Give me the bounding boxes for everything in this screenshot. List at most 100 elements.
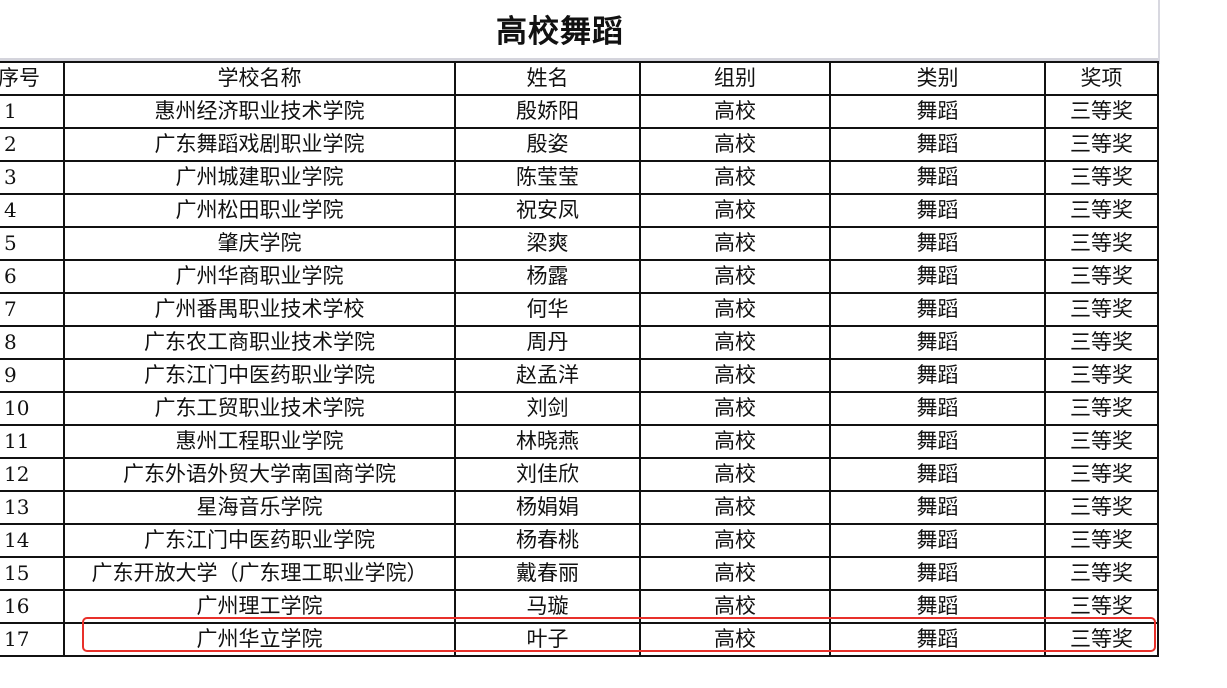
table-header: 序号 学校名称 姓名 组别 类别 奖项 [0,61,1159,96]
award: 三等奖 [1044,160,1159,195]
header-group: 组别 [639,61,831,96]
award: 三等奖 [1044,193,1159,228]
category: 舞蹈 [829,358,1046,393]
group: 高校 [639,259,831,294]
row-index: 17 [0,622,65,657]
header-school: 学校名称 [63,61,456,96]
page-title: 高校舞蹈 [496,14,624,50]
highlight-box [82,617,1156,652]
student-name: 殷娇阳 [454,94,641,129]
row-index: 5 [0,226,65,261]
category: 舞蹈 [829,457,1046,492]
header-name: 姓名 [454,61,641,96]
category: 舞蹈 [829,193,1046,228]
group: 高校 [639,226,831,261]
table-row: 7 广州番禺职业技术学校 何华 高校 舞蹈 三等奖 [0,292,1159,327]
row-index: 3 [0,160,65,195]
group: 高校 [639,391,831,426]
school-name: 肇庆学院 [63,226,456,261]
row-index: 16 [0,589,65,624]
table-row: 1 惠州经济职业技术学院 殷娇阳 高校 舞蹈 三等奖 [0,94,1159,129]
student-name: 杨娟娟 [454,490,641,525]
group: 高校 [639,457,831,492]
student-name: 杨春桃 [454,523,641,558]
group: 高校 [639,358,831,393]
student-name: 林晓燕 [454,424,641,459]
row-index: 6 [0,259,65,294]
award: 三等奖 [1044,325,1159,360]
header-award: 奖项 [1044,61,1159,96]
student-name: 刘剑 [454,391,641,426]
group: 高校 [639,523,831,558]
category: 舞蹈 [829,160,1046,195]
row-index: 15 [0,556,65,591]
table-row: 5 肇庆学院 梁爽 高校 舞蹈 三等奖 [0,226,1159,261]
table-row: 6 广州华商职业学院 杨露 高校 舞蹈 三等奖 [0,259,1159,294]
award: 三等奖 [1044,391,1159,426]
student-name: 祝安凤 [454,193,641,228]
student-name: 赵孟洋 [454,358,641,393]
category: 舞蹈 [829,325,1046,360]
school-name: 广州番禺职业技术学校 [63,292,456,327]
school-name: 广东江门中医药职业学院 [63,523,456,558]
row-index: 4 [0,193,65,228]
row-index: 13 [0,490,65,525]
school-name: 广州华商职业学院 [63,259,456,294]
row-index: 14 [0,523,65,558]
group: 高校 [639,193,831,228]
award: 三等奖 [1044,292,1159,327]
table-row: 8 广东农工商职业技术学院 周丹 高校 舞蹈 三等奖 [0,325,1159,360]
award: 三等奖 [1044,523,1159,558]
group: 高校 [639,127,831,162]
award: 三等奖 [1044,358,1159,393]
student-name: 殷姿 [454,127,641,162]
student-name: 杨露 [454,259,641,294]
school-name: 广东开放大学（广东理工职业学院） [63,556,456,591]
student-name: 陈莹莹 [454,160,641,195]
header-index: 序号 [0,61,65,96]
page-edge [1158,0,1160,64]
table-row: 12 广东外语外贸大学南国商学院 刘佳欣 高校 舞蹈 三等奖 [0,457,1159,492]
header-category: 类别 [829,61,1046,96]
award: 三等奖 [1044,457,1159,492]
school-name: 广东农工商职业技术学院 [63,325,456,360]
table-row: 9 广东江门中医药职业学院 赵孟洋 高校 舞蹈 三等奖 [0,358,1159,393]
category: 舞蹈 [829,226,1046,261]
award: 三等奖 [1044,424,1159,459]
row-index: 2 [0,127,65,162]
student-name: 周丹 [454,325,641,360]
table-row: 10 广东工贸职业技术学院 刘剑 高校 舞蹈 三等奖 [0,391,1159,426]
category: 舞蹈 [829,424,1046,459]
table-row: 2 广东舞蹈戏剧职业学院 殷姿 高校 舞蹈 三等奖 [0,127,1159,162]
table-row: 15 广东开放大学（广东理工职业学院） 戴春丽 高校 舞蹈 三等奖 [0,556,1159,591]
group: 高校 [639,490,831,525]
category: 舞蹈 [829,94,1046,129]
row-index: 12 [0,457,65,492]
group: 高校 [639,160,831,195]
category: 舞蹈 [829,127,1046,162]
award: 三等奖 [1044,127,1159,162]
table-row: 11 惠州工程职业学院 林晓燕 高校 舞蹈 三等奖 [0,424,1159,459]
row-index: 8 [0,325,65,360]
school-name: 星海音乐学院 [63,490,456,525]
school-name: 惠州工程职业学院 [63,424,456,459]
divider [0,58,1160,61]
row-index: 11 [0,424,65,459]
school-name: 广东江门中医药职业学院 [63,358,456,393]
school-name: 广州松田职业学院 [63,193,456,228]
student-name: 梁爽 [454,226,641,261]
school-name: 广东舞蹈戏剧职业学院 [63,127,456,162]
award: 三等奖 [1044,556,1159,591]
awards-table: 序号 学校名称 姓名 组别 类别 奖项 1 惠州经济职业技术学院 殷娇阳 高校 舞蹈 三等… [0,61,1159,657]
row-index: 9 [0,358,65,393]
row-index: 7 [0,292,65,327]
award: 三等奖 [1044,490,1159,525]
category: 舞蹈 [829,391,1046,426]
group: 高校 [639,325,831,360]
table-row: 13 星海音乐学院 杨娟娟 高校 舞蹈 三等奖 [0,490,1159,525]
student-name: 何华 [454,292,641,327]
award: 三等奖 [1044,94,1159,129]
category: 舞蹈 [829,523,1046,558]
school-name: 广州城建职业学院 [63,160,456,195]
school-name: 广东工贸职业技术学院 [63,391,456,426]
